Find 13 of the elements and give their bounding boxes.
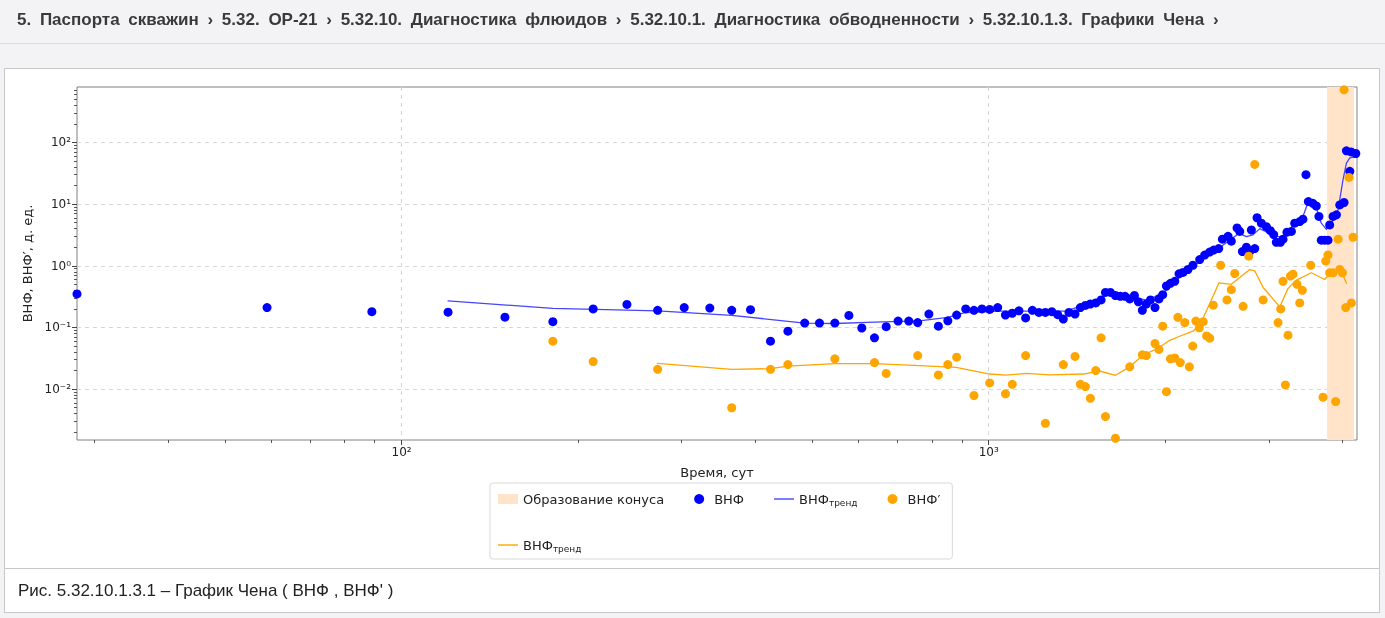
text: 5. Паспорта скважин › 5.32. OP-21 › 5.32.10. Диагностика флюидов › 5.32.10.1. Диагностика обводненности › 5.32.10.1.3. Графики Чена › (17, 10, 1219, 29)
y-tick-label: 10⁻¹ (44, 320, 72, 335)
legend-label: ВНФ (714, 491, 745, 507)
y-tick-label: 10⁻² (44, 382, 72, 397)
x-tick-label: 10³ (978, 445, 999, 459)
x-axis-title: Время, сут (680, 465, 755, 480)
y-axis-title: ВНФ, ВНФ′, д. ед. (19, 204, 35, 323)
legend-label: ВНФ′ (907, 491, 941, 507)
y-tick-label: 10¹ (50, 197, 72, 212)
y-tick-label: 10² (50, 135, 72, 150)
y-tick-label: 10⁰ (50, 258, 72, 273)
legend-label: Образование конуса (523, 491, 665, 507)
text: Рис. 5.32.10.1.3.1 – График Чена ( ВНФ , ВНФ' ) (18, 581, 394, 600)
